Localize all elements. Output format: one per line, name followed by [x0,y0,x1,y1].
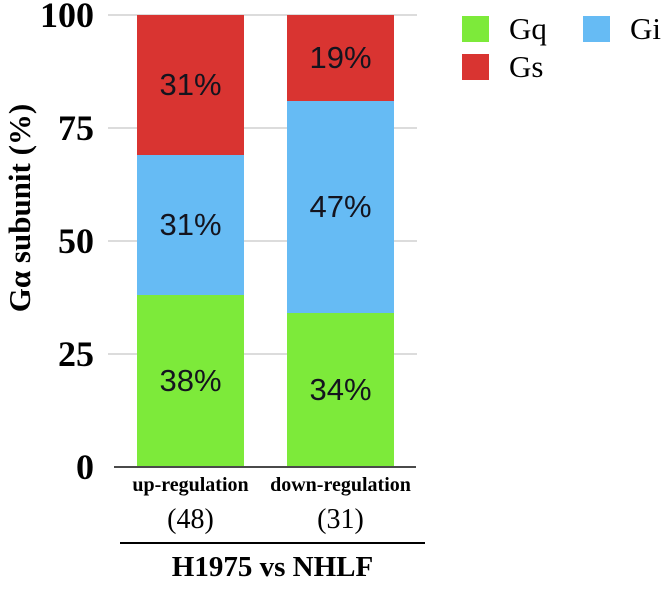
gs-color-swatch [462,53,489,80]
legend: Gq Gi Gs [462,12,661,83]
gridline [108,14,417,16]
y-tick-label: 75 [58,108,94,148]
bar-segment-gs: 19% [287,15,394,101]
bar-value-label: 47% [309,189,372,225]
y-tick-label: 100 [40,0,94,35]
category-label: up-regulation [132,474,249,496]
y-tick-label: 50 [58,221,94,261]
y-tick-label: 0 [76,447,94,487]
gq-color-swatch [462,15,489,42]
legend-item-gi: Gi [583,12,661,45]
y-axis-title: Gα subunit (%) [2,103,37,313]
bar-value-label: 34% [309,372,372,408]
y-tick-label: 25 [58,334,94,374]
bar-segment-gi: 31% [137,155,244,296]
x-axis-line [114,466,416,468]
legend-item-gq: Gq [462,12,583,45]
gridline [108,240,417,242]
legend-label: Gi [630,11,661,46]
category-label: down-regulation [270,474,411,496]
gi-color-swatch [583,15,610,42]
category-count: (48) [167,504,214,535]
title-separator-line [120,542,425,544]
bar-segment-gq: 38% [137,295,244,467]
bar-segment-gs: 31% [137,15,244,156]
legend-label: Gs [509,49,544,84]
bar-value-label: 31% [159,67,222,103]
bar-segment-gq: 34% [287,313,394,467]
bar-value-label: 19% [309,39,372,75]
gridline [108,353,417,355]
bar-value-label: 31% [159,207,222,243]
gridline [108,127,417,129]
legend-label: Gq [509,11,547,46]
bar-value-label: 38% [159,363,222,399]
category-count: (31) [317,504,364,535]
legend-item-gs: Gs [462,50,583,83]
chart-title: H1975 vs NHLF [171,551,374,583]
bar-segment-gi: 47% [287,100,394,314]
